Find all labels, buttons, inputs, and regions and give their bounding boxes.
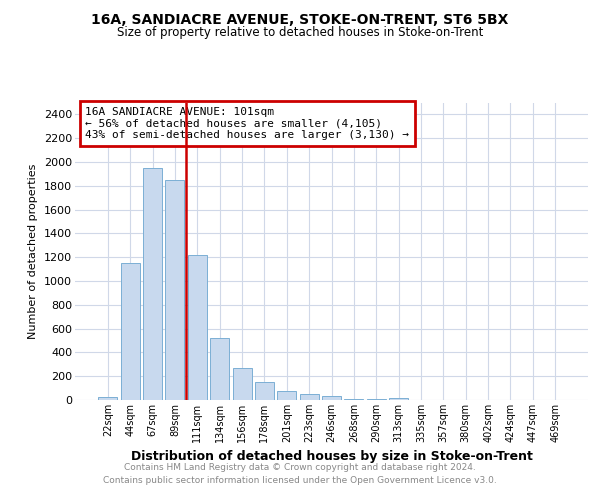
Text: 16A, SANDIACRE AVENUE, STOKE-ON-TRENT, ST6 5BX: 16A, SANDIACRE AVENUE, STOKE-ON-TRENT, S… bbox=[91, 12, 509, 26]
Text: 16A SANDIACRE AVENUE: 101sqm
← 56% of detached houses are smaller (4,105)
43% of: 16A SANDIACRE AVENUE: 101sqm ← 56% of de… bbox=[85, 107, 409, 140]
Bar bbox=[322, 396, 341, 400]
Bar bbox=[188, 255, 207, 400]
Bar bbox=[344, 399, 364, 400]
Bar bbox=[233, 368, 251, 400]
Bar bbox=[166, 180, 184, 400]
Bar bbox=[121, 263, 140, 400]
Text: Contains public sector information licensed under the Open Government Licence v3: Contains public sector information licen… bbox=[103, 476, 497, 485]
Bar bbox=[277, 391, 296, 400]
Bar bbox=[299, 394, 319, 400]
Bar bbox=[389, 398, 408, 400]
Bar bbox=[255, 382, 274, 400]
Bar bbox=[98, 397, 118, 400]
Y-axis label: Number of detached properties: Number of detached properties bbox=[28, 164, 38, 339]
X-axis label: Distribution of detached houses by size in Stoke-on-Trent: Distribution of detached houses by size … bbox=[131, 450, 532, 464]
Bar bbox=[210, 338, 229, 400]
Bar bbox=[143, 168, 162, 400]
Text: Size of property relative to detached houses in Stoke-on-Trent: Size of property relative to detached ho… bbox=[117, 26, 483, 39]
Text: Contains HM Land Registry data © Crown copyright and database right 2024.: Contains HM Land Registry data © Crown c… bbox=[124, 462, 476, 471]
